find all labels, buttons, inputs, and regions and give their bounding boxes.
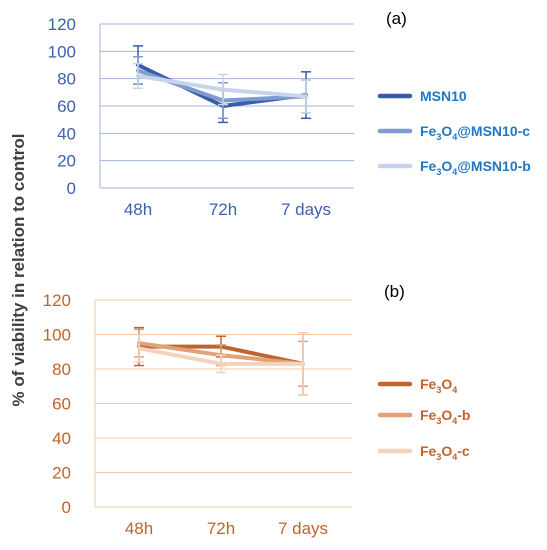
error-bar	[133, 62, 143, 89]
y-tick-label: 60	[57, 97, 76, 116]
error-bar	[134, 333, 144, 363]
legend-label: Fe3O4@MSN10-c	[420, 123, 530, 142]
legend-entry: Fe3O4@MSN10-c	[377, 123, 530, 142]
legend-label: Fe3O4-b	[420, 407, 470, 426]
legend-label: Fe3O4	[420, 376, 457, 395]
legend-label: Fe3O4@MSN10-b	[420, 158, 531, 177]
y-tick-label: 120	[43, 291, 71, 310]
legend-label: MSN10	[420, 88, 467, 104]
legend-entry: MSN10	[377, 88, 467, 104]
error-bar	[301, 79, 311, 114]
y-tick-label: 80	[52, 360, 71, 379]
chart-panel-a: 0 20 40 60 80 100 120 48h 72h 7 days (a) MSN10 Fe3O4…	[48, 9, 531, 219]
y-tick-label: 0	[67, 179, 76, 198]
y-axis-label: % of viability in relation to control	[9, 134, 28, 407]
y-tick-label: 20	[52, 464, 71, 483]
y-tick-label: 60	[52, 395, 71, 414]
y-tick-label: 0	[62, 498, 71, 517]
panel-label: (b)	[384, 282, 405, 301]
legend-entry: Fe3O4	[377, 376, 457, 395]
error-bar	[216, 354, 226, 374]
series-3	[133, 62, 311, 114]
legend-entry: Fe3O4-b	[377, 407, 470, 426]
chart-panel-b: 0 20 40 60 80 100 120 48h 72h 7 days (b) Fe3O4 Fe3O4…	[43, 282, 471, 538]
legend-label: Fe3O4-c	[420, 443, 470, 462]
y-tick-label: 100	[43, 326, 71, 345]
y-tick-label: 40	[57, 124, 76, 143]
y-tick-label: 40	[52, 429, 71, 448]
series-1	[133, 45, 311, 124]
y-tick-label: 120	[48, 15, 76, 34]
error-bar	[298, 332, 308, 396]
x-tick-label: 7 days	[281, 200, 331, 219]
x-tick-label: 72h	[209, 200, 237, 219]
x-tick-label: 48h	[125, 519, 153, 538]
x-tick-label: 7 days	[278, 519, 328, 538]
series-3	[134, 332, 308, 396]
y-tick-label: 100	[48, 42, 76, 61]
y-tick-label: 20	[57, 152, 76, 171]
error-bar	[218, 73, 228, 106]
legend-entry: Fe3O4@MSN10-b	[377, 158, 531, 177]
panel-label: (a)	[386, 9, 407, 28]
x-tick-label: 72h	[207, 519, 235, 538]
y-tick-label: 80	[57, 70, 76, 89]
x-tick-label: 48h	[124, 200, 152, 219]
legend-entry: Fe3O4-c	[377, 443, 470, 462]
